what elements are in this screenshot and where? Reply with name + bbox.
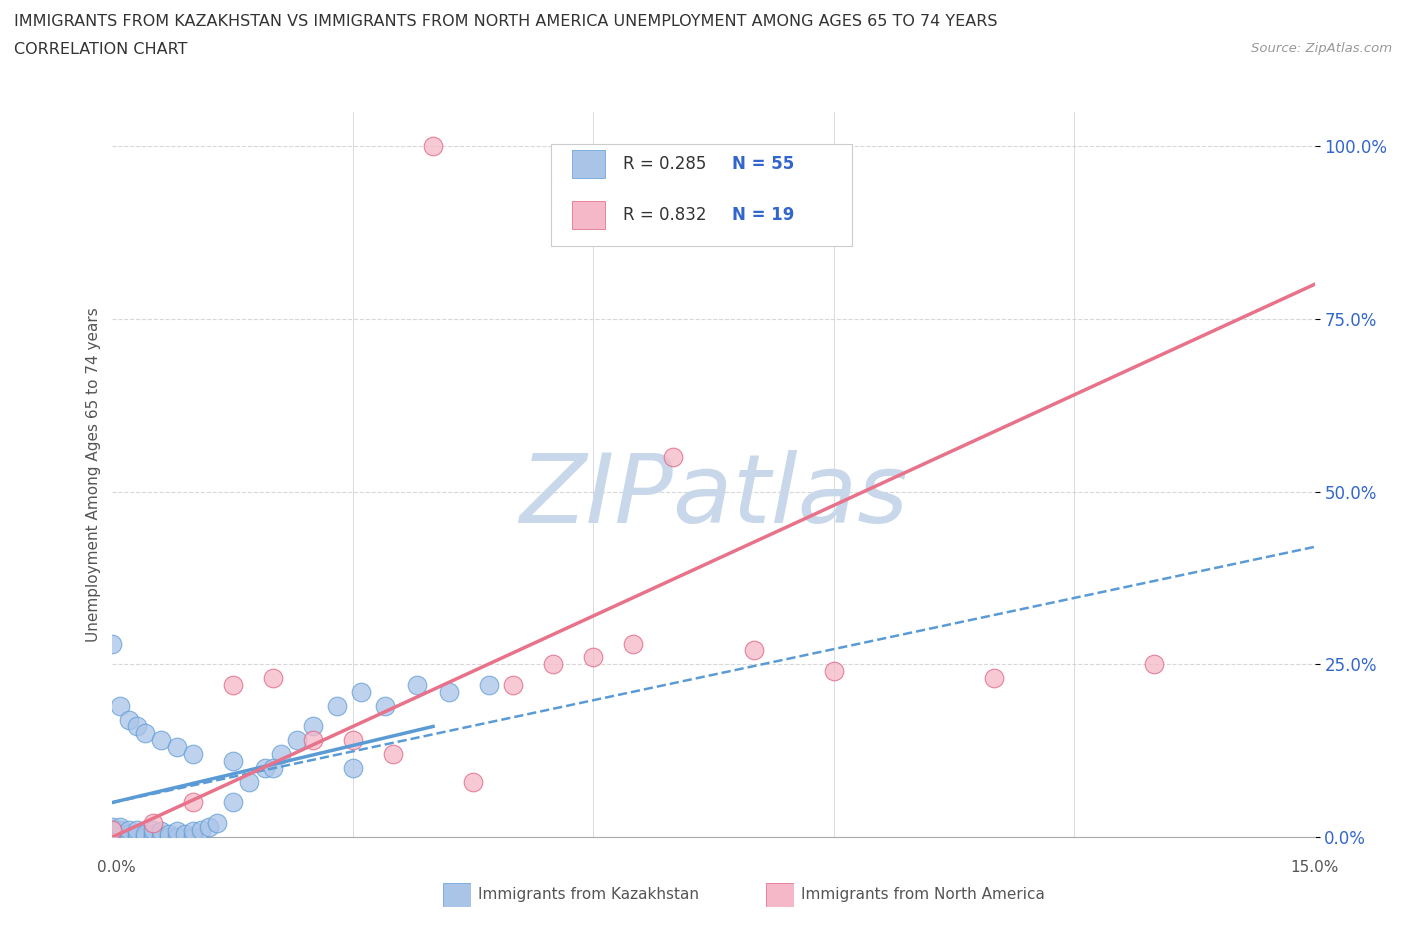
Text: 15.0%: 15.0% [1291, 860, 1339, 875]
Point [141, 816, 163, 830]
Point [157, 826, 180, 841]
Point [197, 819, 219, 834]
Point [117, 830, 139, 844]
Point [582, 650, 605, 665]
Point [166, 824, 188, 839]
Point [222, 795, 245, 810]
Point [125, 826, 148, 841]
Y-axis label: Unemployment Among Ages 65 to 74 years: Unemployment Among Ages 65 to 74 years [86, 307, 101, 642]
Point [222, 753, 245, 768]
Point [101, 824, 124, 839]
Point [141, 830, 163, 844]
Point [823, 664, 845, 679]
Point [125, 719, 148, 734]
Point [101, 823, 124, 838]
Text: R = 0.832: R = 0.832 [623, 206, 707, 224]
Text: ZIPatlas: ZIPatlas [519, 449, 908, 542]
Point [157, 830, 180, 844]
Point [125, 830, 148, 844]
Point [621, 636, 644, 651]
Point [461, 775, 484, 790]
Point [350, 684, 373, 699]
Point [110, 819, 132, 834]
Text: CORRELATION CHART: CORRELATION CHART [14, 42, 187, 57]
Point [117, 826, 139, 841]
Text: N = 55: N = 55 [731, 155, 794, 173]
Point [110, 830, 132, 844]
Point [253, 761, 276, 776]
Point [437, 684, 460, 699]
Point [190, 823, 212, 838]
Point [478, 678, 501, 693]
Point [181, 824, 204, 839]
Point [101, 636, 124, 651]
Point [983, 671, 1005, 685]
Point [101, 819, 124, 834]
Point [101, 830, 124, 844]
Point [238, 775, 260, 790]
Point [110, 826, 132, 841]
Point [101, 823, 124, 838]
Point [262, 671, 284, 685]
Text: N = 19: N = 19 [731, 206, 794, 224]
Point [166, 739, 188, 754]
Point [302, 733, 325, 748]
Point [543, 657, 565, 671]
Point [302, 719, 325, 734]
Point [374, 698, 396, 713]
Point [662, 449, 685, 464]
Point [125, 823, 148, 838]
Text: 0.0%: 0.0% [97, 860, 136, 875]
Point [406, 678, 429, 693]
Point [149, 824, 172, 839]
FancyBboxPatch shape [551, 144, 852, 246]
Point [134, 726, 156, 741]
Point [382, 747, 405, 762]
Point [502, 678, 524, 693]
Point [101, 830, 124, 844]
Point [422, 139, 444, 153]
Point [181, 795, 204, 810]
Text: IMMIGRANTS FROM KAZAKHSTAN VS IMMIGRANTS FROM NORTH AMERICA UNEMPLOYMENT AMONG A: IMMIGRANTS FROM KAZAKHSTAN VS IMMIGRANTS… [14, 14, 998, 29]
Point [101, 826, 124, 841]
Point [205, 816, 228, 830]
Point [262, 761, 284, 776]
Point [326, 698, 349, 713]
Point [342, 733, 364, 748]
Point [222, 678, 245, 693]
Point [181, 747, 204, 762]
Point [134, 830, 156, 844]
Point [166, 830, 188, 844]
Point [342, 761, 364, 776]
Point [110, 698, 132, 713]
Point [742, 643, 765, 658]
Point [117, 712, 139, 727]
Point [110, 823, 132, 838]
Point [141, 823, 163, 838]
Text: Source: ZipAtlas.com: Source: ZipAtlas.com [1251, 42, 1392, 55]
Point [117, 823, 139, 838]
Point [149, 733, 172, 748]
Point [270, 747, 292, 762]
Bar [572, 201, 606, 229]
Point [141, 826, 163, 841]
Text: R = 0.285: R = 0.285 [623, 155, 707, 173]
Point [181, 830, 204, 844]
Point [149, 830, 172, 844]
Point [1143, 657, 1166, 671]
Text: Immigrants from North America: Immigrants from North America [801, 887, 1045, 902]
Text: Immigrants from Kazakhstan: Immigrants from Kazakhstan [478, 887, 699, 902]
Point [285, 733, 308, 748]
Point [134, 826, 156, 841]
Point [173, 826, 195, 841]
Bar [572, 150, 606, 179]
